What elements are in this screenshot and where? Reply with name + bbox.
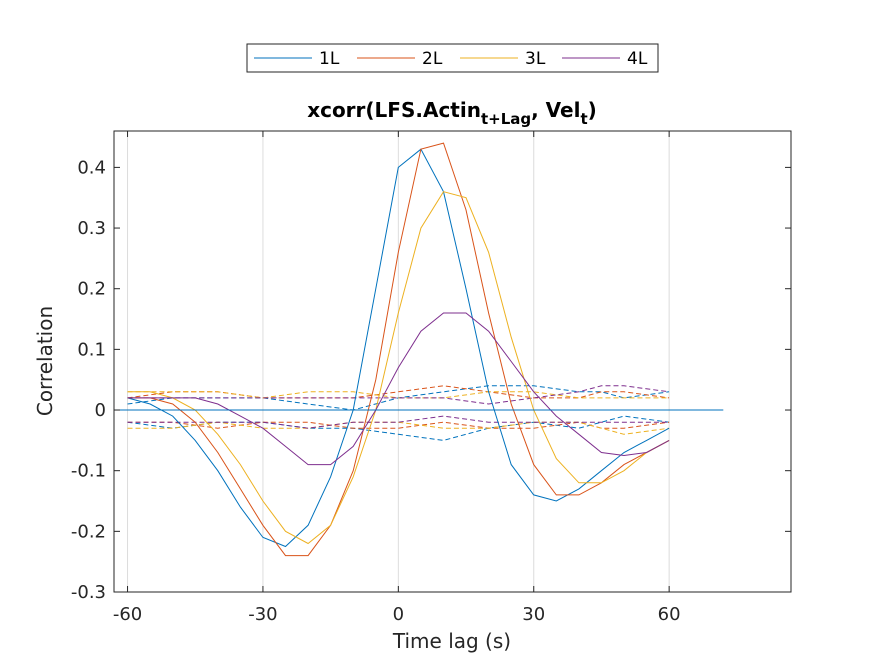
series-line-3L (127, 191, 670, 545)
y-tick-label: 0.4 (77, 157, 106, 178)
x-tick-label: 60 (658, 604, 681, 625)
series-line-1L (127, 148, 670, 548)
y-tick-label: -0.2 (71, 521, 106, 542)
y-tick-label: -0.3 (71, 582, 106, 603)
dashed-lower-bound (127, 415, 670, 429)
plot-area (114, 131, 791, 592)
grid (127, 131, 670, 592)
plot-frame (113, 130, 792, 593)
x-axis-label: Time lag (s) (392, 629, 511, 653)
x-tick-label: 0 (393, 604, 404, 625)
x-tick-label: -60 (113, 604, 142, 625)
series-line-4L (127, 312, 670, 466)
legend-label-2L: 2L (422, 49, 443, 69)
x-tick-label: 30 (522, 604, 545, 625)
y-tick-label: 0 (95, 400, 106, 421)
legend-label-4L: 4L (627, 49, 648, 69)
legend-label-1L: 1L (319, 49, 340, 69)
y-tick-label: 0.1 (77, 339, 106, 360)
y-tick-label: 0.3 (77, 218, 106, 239)
series-line-2L (127, 142, 670, 557)
chart-title: xcorr(LFS.Actint+Lag, Velt) (307, 98, 597, 128)
legend: 1L 2L 3L 4L (246, 43, 659, 73)
dashed-upper-bound (127, 391, 670, 399)
ticks: -60 -30 0 30 60 -0.3 -0.2 -0.1 0 0.1 0.2 0.3 0.4 (71, 131, 791, 625)
legend-label-3L: 3L (525, 49, 546, 69)
y-tick-label: -0.1 (71, 461, 106, 482)
y-axis-label: Correlation (33, 306, 57, 416)
series-layer (114, 142, 724, 557)
dashed-lower-bound (127, 421, 670, 435)
y-tick-label: 0.2 (77, 279, 106, 300)
dashed-upper-bound (127, 385, 670, 405)
x-tick-label: -30 (248, 604, 277, 625)
